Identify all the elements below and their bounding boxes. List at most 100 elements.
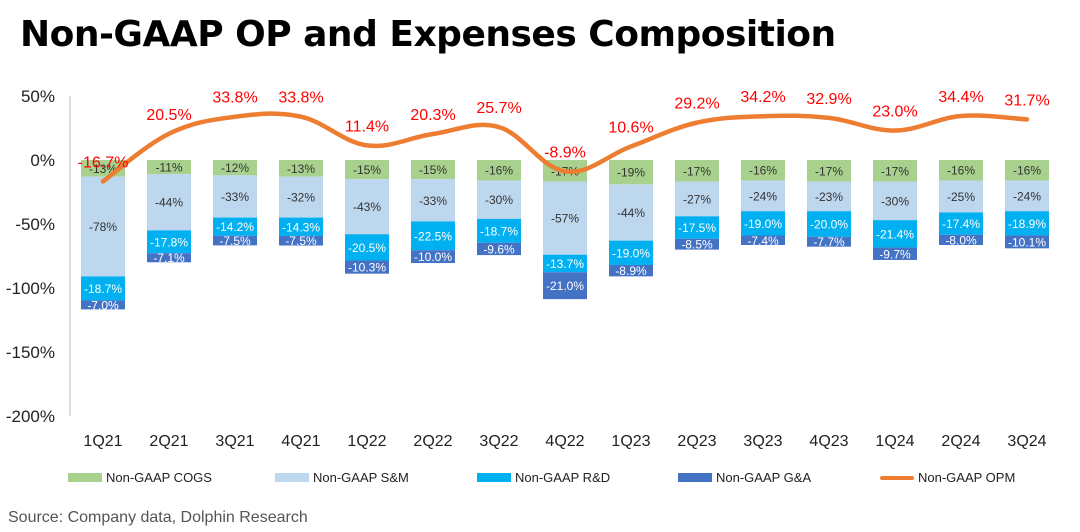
bar-segment: [1005, 180, 1049, 212]
legend-label-opm: Non-GAAP OPM: [918, 470, 1016, 485]
bar-data-label: -30%: [881, 194, 909, 208]
bar-data-label: -7.5%: [219, 234, 251, 248]
source-note: Source: Company data, Dolphin Research: [8, 509, 308, 526]
bar-data-label: -19.0%: [744, 217, 782, 231]
bar-segment: [873, 181, 917, 221]
x-tick-label: 2Q22: [413, 433, 452, 450]
bar-segment: [609, 184, 653, 241]
y-tick-label: 50%: [21, 87, 55, 106]
bar-segment: [675, 216, 719, 239]
bar-segment: [147, 160, 191, 175]
bar-data-label: -17%: [815, 164, 843, 178]
x-tick-label: 1Q21: [83, 433, 122, 450]
bar-data-label: -20.5%: [348, 241, 386, 255]
bar-data-label: -8.5%: [681, 238, 713, 252]
bar-segment: [807, 211, 851, 237]
bar-segment: [345, 179, 389, 235]
bar-segment: [609, 160, 653, 185]
bar-data-label: -11%: [155, 161, 182, 175]
bar-segment: [543, 181, 587, 255]
x-tick-label: 1Q22: [347, 433, 386, 450]
bar-segment: [477, 180, 521, 219]
bar-data-label: -20.0%: [810, 218, 848, 232]
bar-segment: [147, 230, 191, 254]
y-tick-label: -200%: [6, 407, 55, 426]
bar-segment: [939, 234, 983, 245]
bar-segment: [807, 181, 851, 212]
bar-segment: [807, 236, 851, 247]
legend-swatch-opm: [880, 475, 914, 480]
opm-data-label: 31.7%: [1004, 92, 1049, 109]
bar-data-label: -15%: [353, 163, 381, 177]
bar-data-label: -22.5%: [414, 229, 452, 243]
opm-data-label: 34.4%: [938, 89, 983, 106]
bar-data-label: -44%: [617, 206, 645, 220]
bar-segment: [213, 160, 257, 176]
bar-segment: [411, 250, 455, 264]
y-tick-label: -100%: [6, 279, 55, 298]
bar-data-label: -7.1%: [153, 251, 185, 265]
bar-segment: [213, 217, 257, 236]
legend-swatch-cogs: [68, 473, 102, 482]
bar-data-label: -16%: [749, 164, 777, 178]
legend-item-ga: Non-GAAP G&A: [678, 470, 811, 485]
bar-data-label: -17.5%: [678, 221, 716, 235]
chart-canvas: 50% 0% -50% -100% -150% -200% -13% -78% -18.7% -7…: [6, 87, 1050, 450]
bar-segment: [1005, 211, 1049, 236]
bar-segment: [213, 235, 257, 246]
bar-segment: [81, 276, 125, 301]
chart-title: Non-GAAP OP and Expenses Composition: [20, 14, 836, 55]
bar-segment: [543, 254, 587, 273]
bar-data-label: -10.1%: [1008, 235, 1046, 249]
x-tick-label: 3Q22: [479, 433, 518, 450]
bar-data-label: -17.4%: [942, 217, 980, 231]
x-tick-label: 1Q24: [875, 433, 914, 450]
bar-segment: [279, 235, 323, 246]
x-tick-label: 4Q23: [809, 433, 848, 450]
bar-segment: [279, 160, 323, 177]
bar-data-label: -16%: [947, 164, 975, 178]
bar-data-label: -57%: [551, 212, 579, 226]
opm-data-label: 20.5%: [146, 107, 191, 124]
bar-data-label: -24%: [1013, 189, 1041, 203]
bar-data-label: -19.0%: [612, 246, 650, 260]
bar-data-label: -16%: [1013, 164, 1041, 178]
bar-data-label: -17%: [881, 164, 909, 178]
legend-item-rd: Non-GAAP R&D: [477, 470, 610, 485]
bar-segment: [477, 218, 521, 243]
bar-segment: [1005, 160, 1049, 181]
bar-data-label: -33%: [419, 194, 447, 208]
bar-data-label: -13%: [89, 162, 117, 176]
bar-data-label: -33%: [221, 190, 249, 204]
bar-segment: [345, 260, 389, 274]
bar-data-label: -10.3%: [348, 261, 386, 275]
opm-data-label: 34.2%: [740, 89, 785, 106]
x-tick-label: 2Q24: [941, 433, 980, 450]
legend-label-ga: Non-GAAP G&A: [716, 470, 812, 485]
bar-segment: [741, 235, 785, 245]
bar-segment: [543, 272, 587, 300]
bar-segment: [873, 247, 917, 260]
opm-data-label: -8.9%: [544, 144, 586, 161]
bar-segment: [411, 179, 455, 222]
bar-segment: [939, 212, 983, 235]
legend-item-opm: Non-GAAP OPM: [880, 470, 1015, 485]
bar-segment: [741, 160, 785, 181]
bar-data-label: -14.2%: [216, 220, 254, 234]
bar-data-label: -21.0%: [546, 279, 584, 293]
opm-data-label: 20.3%: [410, 107, 455, 124]
bar-segment: [213, 175, 257, 218]
bar-segment: [477, 242, 521, 256]
bar-segment: [81, 176, 125, 277]
legend-swatch-ga: [678, 473, 712, 482]
opm-data-label: 23.0%: [872, 104, 917, 121]
bar-data-label: -19%: [617, 166, 645, 180]
bar-segment: [1005, 235, 1049, 249]
x-tick-label: 1Q23: [611, 433, 650, 450]
y-tick-label: -150%: [6, 343, 55, 362]
bar-segment: [873, 160, 917, 182]
legend-swatch-rd: [477, 473, 511, 482]
opm-data-label: 11.4%: [345, 118, 389, 135]
bar-data-label: -10.0%: [414, 250, 452, 264]
bar-segment: [873, 220, 917, 248]
